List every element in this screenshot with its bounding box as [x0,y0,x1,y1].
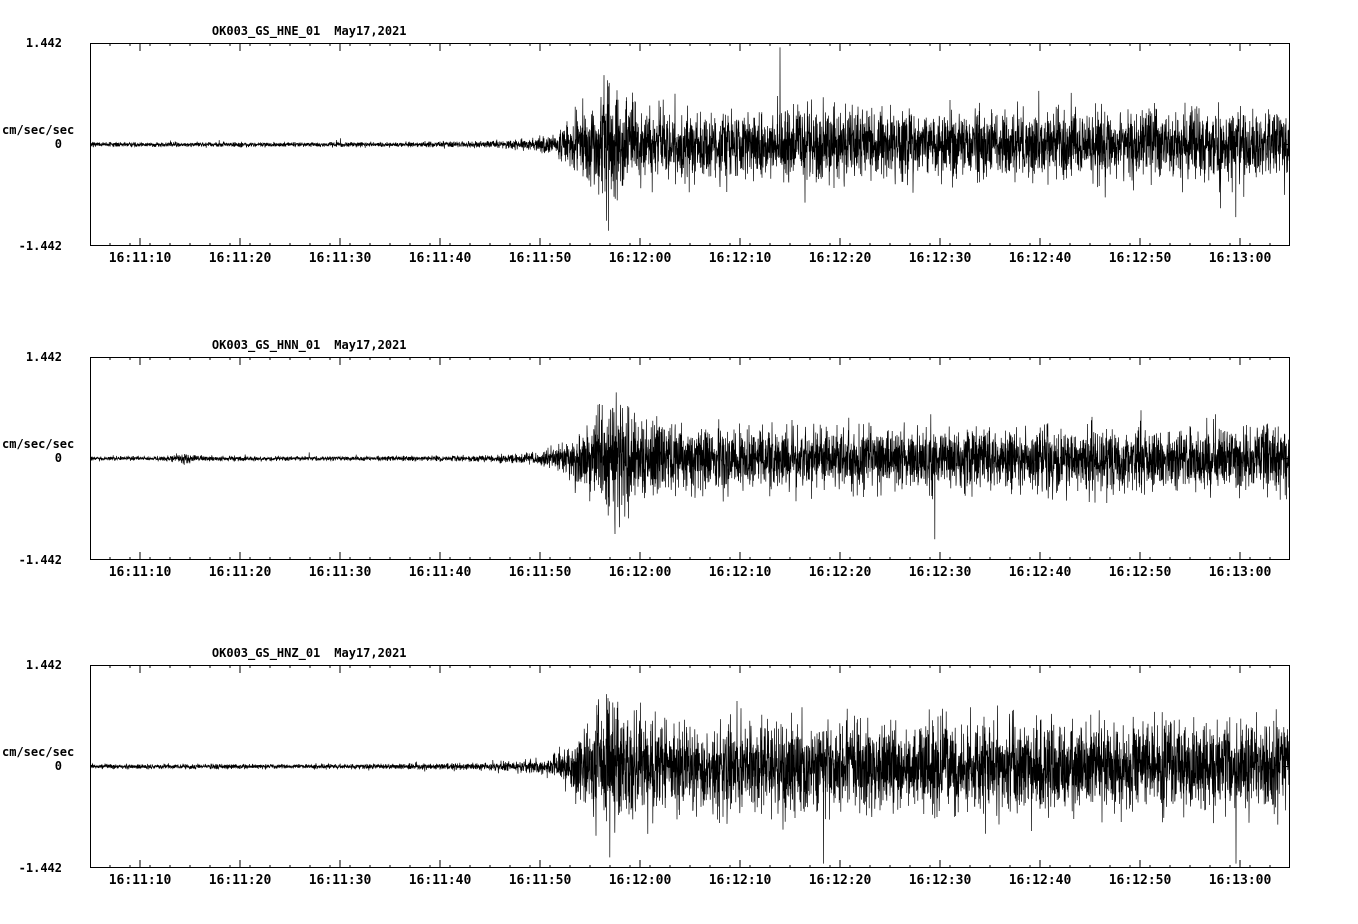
x-tick-label: 16:11:20 [208,873,272,888]
x-tick-label: 16:11:10 [108,873,172,888]
x-tick-label: 16:11:50 [508,251,572,266]
station-channel-label: OK003_GS_HNE_01 [211,24,321,38]
seismogram-panel-hnz: OK003_GS_HNZ_01 May17,2021 1.442 cm/sec/s… [0,632,1358,924]
y-axis-unit-label: cm/sec/sec [2,745,75,759]
x-tick-label: 16:12:10 [708,565,772,580]
station-channel-label: OK003_GS_HNZ_01 [211,646,321,660]
x-tick-label: 16:11:20 [208,251,272,266]
x-tick-label: 16:11:30 [308,873,372,888]
x-tick-label: 16:11:40 [408,251,472,266]
x-tick-label: 16:13:00 [1208,565,1272,580]
y-axis-unit-label: cm/sec/sec [2,437,75,451]
x-tick-label: 16:11:50 [508,565,572,580]
station-channel-label: OK003_GS_HNN_01 [211,338,321,352]
y-tick-min: -1.442 [18,239,62,253]
x-tick-label: 16:11:40 [408,873,472,888]
x-tick-label: 16:11:20 [208,565,272,580]
x-tick-label: 16:12:40 [1008,873,1072,888]
x-tick-label: 16:11:40 [408,565,472,580]
x-tick-label: 16:12:50 [1108,251,1172,266]
trace-date: May17,2021 [334,646,407,660]
x-tick-label: 16:12:00 [608,251,672,266]
seismogram-panel-hnn: OK003_GS_HNN_01 May17,2021 1.442 cm/sec/s… [0,324,1358,624]
x-tick-label: 16:12:50 [1108,565,1172,580]
waveform-plot [90,43,1290,246]
x-tick-label: 16:12:40 [1008,251,1072,266]
x-tick-label: 16:12:00 [608,873,672,888]
y-tick-zero: 0 [54,759,62,773]
x-tick-label: 16:12:00 [608,565,672,580]
trace-date: May17,2021 [334,338,407,352]
x-tick-label: 16:13:00 [1208,873,1272,888]
y-tick-zero: 0 [54,451,62,465]
y-tick-min: -1.442 [18,861,62,875]
x-tick-label: 16:12:20 [808,873,872,888]
trace-date: May17,2021 [334,24,407,38]
x-tick-label: 16:11:10 [108,565,172,580]
x-tick-label: 16:12:30 [908,251,972,266]
waveform-plot [90,357,1290,560]
waveform-plot [90,665,1290,868]
trace-title: OK003_GS_HNN_01 May17,2021 [183,324,407,366]
x-axis-labels: 16:11:10 16:11:20 16:11:30 16:11:40 16:11:50… [90,565,1290,583]
trace-title: OK003_GS_HNE_01 May17,2021 [183,10,407,52]
x-tick-label: 16:12:50 [1108,873,1172,888]
x-tick-label: 16:12:40 [1008,565,1072,580]
y-tick-min: -1.442 [18,553,62,567]
y-tick-max: 1.442 [25,658,62,672]
x-tick-label: 16:12:10 [708,251,772,266]
x-axis-labels: 16:11:10 16:11:20 16:11:30 16:11:40 16:11:50… [90,251,1290,269]
x-tick-label: 16:12:30 [908,873,972,888]
x-tick-label: 16:12:30 [908,565,972,580]
x-tick-label: 16:11:50 [508,873,572,888]
x-tick-label: 16:12:20 [808,565,872,580]
y-tick-max: 1.442 [25,36,62,50]
x-axis-labels: 16:11:10 16:11:20 16:11:30 16:11:40 16:11:50… [90,873,1290,891]
x-tick-label: 16:12:20 [808,251,872,266]
y-tick-max: 1.442 [25,350,62,364]
y-axis-unit-label: cm/sec/sec [2,123,75,137]
trace-title: OK003_GS_HNZ_01 May17,2021 [183,632,407,674]
y-tick-zero: 0 [54,137,62,151]
x-tick-label: 16:13:00 [1208,251,1272,266]
x-tick-label: 16:11:30 [308,565,372,580]
x-tick-label: 16:11:30 [308,251,372,266]
x-tick-label: 16:11:10 [108,251,172,266]
seismogram-panel-hne: OK003_GS_HNE_01 May17,2021 1.442 cm/sec/s… [0,10,1358,310]
x-tick-label: 16:12:10 [708,873,772,888]
